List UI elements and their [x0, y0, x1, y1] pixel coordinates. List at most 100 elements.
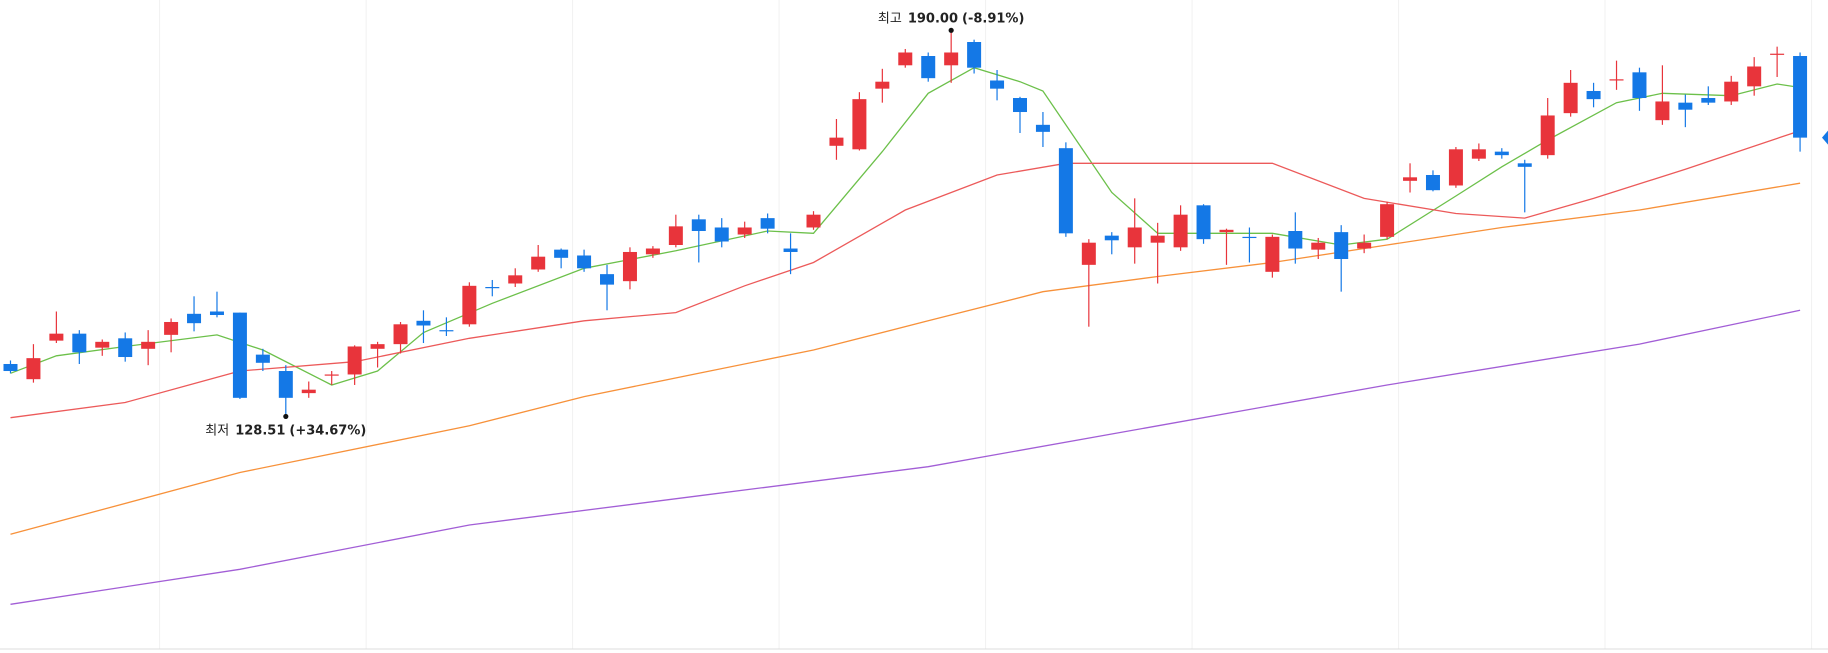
extreme-dot [948, 27, 954, 33]
candle-body [26, 358, 41, 380]
candle-body [1724, 81, 1739, 102]
candle-body [1494, 151, 1509, 156]
candle-body [72, 333, 87, 353]
candle-body [806, 214, 821, 228]
candle-body [164, 321, 179, 335]
extreme-label: 최고 190.00 (-8.91%) [878, 11, 1024, 26]
candle-body [1517, 163, 1532, 167]
candle-body [1448, 149, 1463, 186]
candle-body [875, 81, 890, 89]
candle-body [416, 320, 431, 326]
candle-body [95, 341, 110, 348]
candle-body [1196, 205, 1211, 240]
candle-body [1678, 102, 1693, 110]
candle-body [967, 42, 982, 68]
ma-line [10, 182, 1801, 535]
candle-body [1471, 149, 1486, 159]
candle-body [898, 52, 913, 66]
moving-averages [10, 66, 1801, 605]
ma-line [10, 66, 1801, 386]
ma-line [10, 309, 1801, 605]
candle-body [990, 80, 1005, 89]
candle-body [1563, 82, 1578, 114]
extreme-change: (-8.91%) [962, 11, 1024, 26]
candle-body [1655, 101, 1670, 121]
candle-body [760, 218, 775, 229]
candle-body [324, 374, 339, 376]
candle-body [1357, 242, 1372, 249]
candle-body [209, 311, 224, 316]
candles [3, 30, 1828, 417]
candle-body [508, 275, 523, 284]
candle-body [49, 333, 64, 341]
candle-body [462, 285, 477, 325]
candle-body [187, 313, 202, 324]
extreme-name: 최고 [878, 11, 902, 26]
candle-body [1770, 53, 1785, 55]
candle-body [393, 324, 408, 345]
candle-body [1586, 90, 1601, 100]
candle-body [1150, 235, 1165, 243]
candle-body [737, 227, 752, 235]
extreme-label: 최저 128.51 (+34.67%) [205, 423, 366, 438]
candle-body [554, 249, 569, 258]
candle-body [255, 354, 270, 363]
candle-body [531, 256, 546, 270]
candle-body [1081, 242, 1096, 265]
annotations: 최고 190.00 (-8.91%) 최저 128.51 (+34.67%) [205, 11, 1024, 438]
grid [159, 0, 1813, 649]
candle-body [577, 255, 592, 269]
candle-body [783, 248, 798, 252]
extreme-name: 최저 [205, 423, 229, 438]
candle-body [714, 227, 729, 242]
candle-body [852, 99, 867, 150]
candle-body [1012, 98, 1027, 113]
candle-body [921, 56, 936, 79]
candle-body [278, 371, 293, 398]
candle-body [1035, 124, 1050, 132]
candle-body [1127, 227, 1142, 248]
candle-body [1334, 232, 1349, 260]
candle-body [118, 338, 133, 358]
candle-body [1219, 229, 1234, 233]
candle-body [944, 52, 959, 66]
candle-body [439, 330, 454, 332]
candle-body [232, 312, 247, 398]
price-tag [1822, 130, 1828, 145]
candle-body [1311, 242, 1326, 250]
candle-body [485, 287, 500, 289]
candle-body [1104, 235, 1119, 241]
candle-body [3, 363, 18, 372]
extreme-value: 128.51 [235, 423, 285, 438]
candle-body [1058, 148, 1073, 234]
candle-body [141, 341, 156, 349]
candle-body [1288, 231, 1303, 249]
extreme-change: (+34.67%) [289, 423, 366, 438]
candle-body [1632, 72, 1647, 99]
candle-body [1380, 204, 1395, 237]
candle-body [645, 248, 660, 255]
candle-body [691, 219, 706, 232]
candle-body [1173, 214, 1188, 248]
extreme-dot [283, 413, 289, 420]
candle-body [347, 346, 362, 375]
candle-body [1793, 56, 1808, 138]
candle-body [1701, 98, 1716, 103]
candle-body [1265, 236, 1280, 272]
candle-body [301, 389, 316, 394]
candle-body [1403, 177, 1418, 181]
candle-body [1747, 66, 1762, 87]
candle-body [668, 226, 683, 246]
candle-body [370, 344, 385, 349]
ma-line [10, 130, 1801, 419]
extreme-value: 190.00 [908, 11, 958, 26]
candle-body [1425, 174, 1440, 191]
candle-body [622, 251, 637, 282]
candle-body [1609, 79, 1624, 81]
candle-body [1242, 236, 1257, 239]
candle-body [829, 137, 844, 146]
candle-body [600, 274, 615, 285]
candle-body [1540, 115, 1555, 156]
